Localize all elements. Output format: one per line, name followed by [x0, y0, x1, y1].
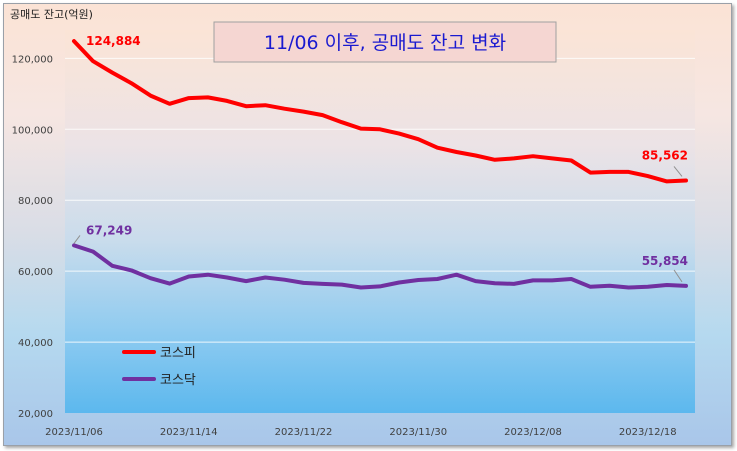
data-point	[569, 277, 573, 281]
y-tick-label: 40,000	[18, 338, 53, 349]
data-point	[282, 278, 286, 282]
end-value-label: 55,854	[642, 254, 688, 268]
data-point	[608, 170, 611, 174]
data-point	[263, 103, 267, 107]
leader-line	[673, 269, 683, 283]
x-tick-label: 2023/11/14	[160, 427, 218, 438]
data-point	[378, 284, 382, 288]
data-point	[225, 276, 229, 280]
start-value-label: 67,249	[86, 223, 132, 237]
data-point	[302, 281, 305, 285]
data-point	[665, 283, 669, 287]
data-point	[627, 285, 631, 289]
data-point	[187, 274, 191, 278]
x-tick-label: 2023/11/22	[275, 427, 333, 438]
data-point	[282, 107, 286, 111]
x-axis: 2023/11/06 2023/11/14 2023/11/22 2023/11/30…	[45, 427, 676, 438]
data-point	[263, 276, 267, 280]
y-tick-label: 80,000	[18, 196, 53, 207]
data-point	[340, 283, 344, 287]
data-point	[493, 158, 497, 162]
x-tick-label: 2023/12/08	[504, 427, 562, 438]
title-box	[213, 21, 557, 63]
legend-label: 코스피	[160, 346, 196, 361]
data-point	[129, 268, 133, 272]
data-point	[416, 137, 420, 141]
data-point	[608, 284, 611, 288]
data-point	[665, 179, 669, 183]
data-labels: 124,884 85,562 67,249 55,854	[73, 34, 688, 283]
chart-title: 11/06 이후, 공매도 잔고 변화	[264, 32, 506, 54]
data-point	[168, 102, 172, 106]
data-point	[206, 95, 210, 99]
x-tick-label: 2023/11/06	[45, 427, 103, 438]
legend-label: 코스닥	[160, 373, 196, 388]
data-point	[684, 284, 688, 288]
data-point	[244, 279, 248, 283]
plot-area	[65, 30, 695, 413]
data-point	[455, 150, 458, 154]
data-point	[550, 156, 554, 160]
data-point	[455, 273, 458, 277]
data-point	[168, 282, 172, 286]
data-point	[646, 285, 650, 289]
leader-line	[73, 235, 81, 244]
data-point	[627, 170, 631, 174]
data-point	[397, 132, 401, 136]
x-tick-label: 2023/12/18	[619, 427, 677, 438]
data-point	[435, 277, 439, 281]
data-point	[493, 281, 497, 285]
data-point	[474, 154, 478, 158]
data-point	[110, 264, 114, 268]
x-tick-label: 2023/11/30	[389, 427, 447, 438]
y-axis: 20,000 40,000 60,000 80,000 100,000 120,000	[12, 54, 53, 420]
data-point	[302, 110, 305, 114]
data-point	[378, 127, 382, 131]
data-point	[588, 285, 592, 289]
start-value-label: 124,884	[86, 34, 141, 48]
end-value-label: 85,562	[642, 148, 688, 162]
data-point	[225, 99, 229, 103]
y-tick-label: 60,000	[18, 267, 53, 278]
data-point	[359, 285, 363, 289]
data-point	[588, 171, 592, 175]
leader-line	[673, 166, 683, 177]
data-point	[321, 282, 325, 286]
data-point	[340, 120, 344, 124]
data-point	[187, 96, 191, 100]
y-tick-label: 120,000	[12, 54, 53, 65]
data-point	[359, 127, 363, 131]
data-point	[531, 154, 535, 158]
data-point	[91, 59, 95, 63]
data-point	[129, 81, 133, 85]
data-point	[244, 104, 248, 108]
data-point	[512, 282, 516, 286]
y-tick-label: 100,000	[12, 125, 53, 136]
y-axis-unit-label: 공매도 잔고(억원)	[10, 8, 93, 21]
data-point	[397, 280, 401, 284]
data-point	[684, 178, 688, 182]
data-point	[321, 113, 325, 117]
data-point	[512, 156, 516, 160]
data-point	[72, 243, 76, 247]
data-point	[149, 276, 152, 280]
data-point	[72, 39, 76, 43]
data-point	[435, 146, 439, 150]
y-tick-label: 20,000	[18, 409, 53, 420]
data-point	[531, 278, 535, 282]
data-point	[416, 278, 420, 282]
data-point	[91, 250, 95, 254]
data-point	[569, 159, 573, 163]
data-point	[550, 278, 554, 282]
data-point	[474, 279, 478, 283]
data-point	[206, 273, 210, 277]
data-point	[646, 174, 650, 178]
data-point	[149, 94, 152, 98]
series-layer	[72, 39, 688, 290]
data-point	[110, 71, 114, 75]
